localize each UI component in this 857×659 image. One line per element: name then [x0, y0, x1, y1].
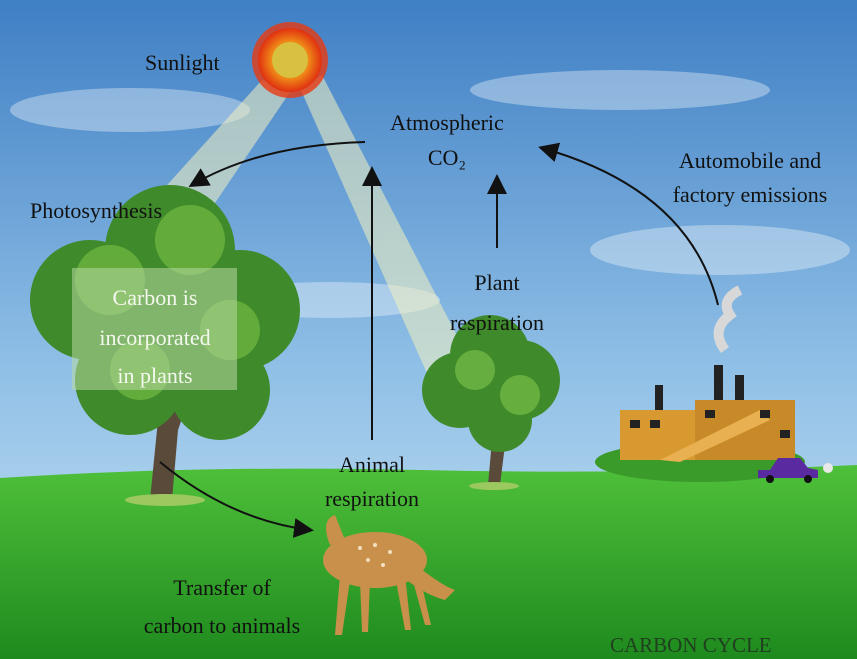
sun — [252, 22, 328, 98]
label-incorporated: Carbon is — [113, 285, 198, 310]
page: {"labels": { "sunlight": "Sunlight", "at… — [0, 0, 857, 659]
ground — [0, 465, 857, 659]
label-emissions: Automobile and — [679, 148, 821, 173]
label-plant-respiration: respiration — [450, 310, 544, 335]
diagram-title: CARBON CYCLE — [610, 633, 772, 657]
label-incorporated: in plants — [117, 363, 192, 388]
label-sunlight: Sunlight — [145, 50, 220, 75]
label-transfer: Transfer of — [173, 575, 271, 600]
label-animal-respiration: respiration — [325, 486, 419, 511]
label-plant-respiration: Plant — [474, 270, 519, 295]
carbon-cycle-diagram: Sunlight Atmospheric CO₂ Automobile and … — [0, 0, 857, 659]
label-photosynthesis: Photosynthesis — [30, 198, 162, 223]
label-emissions: factory emissions — [673, 182, 828, 207]
label-atmospheric: Atmospheric — [390, 110, 504, 135]
label-incorporated: incorporated — [99, 325, 210, 350]
label-transfer: carbon to animals — [144, 613, 300, 638]
label-animal-respiration: Animal — [339, 452, 405, 477]
label-co2: CO₂ — [428, 145, 466, 170]
